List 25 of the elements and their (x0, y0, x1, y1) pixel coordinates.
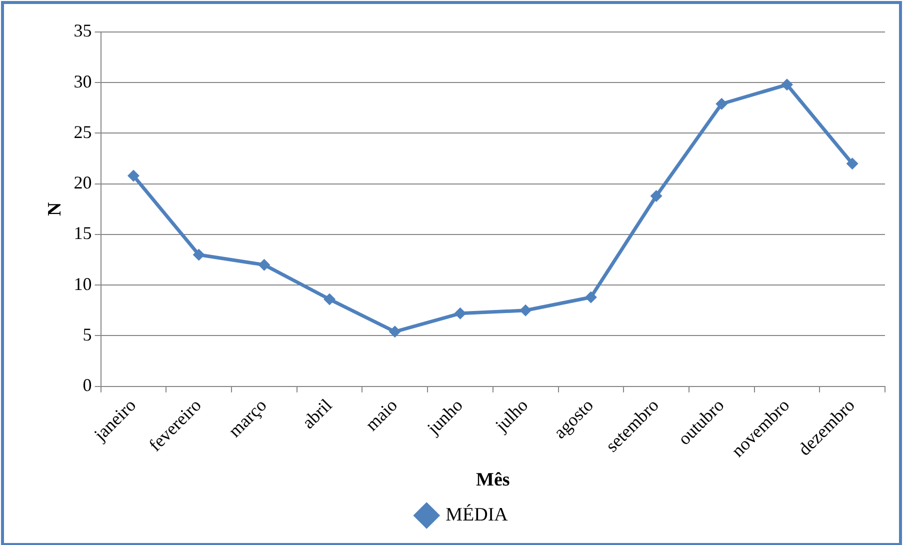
y-tick-label: 30 (74, 71, 92, 92)
point (127, 170, 140, 182)
point (780, 78, 793, 91)
y-axis-title: N (44, 202, 66, 216)
point (716, 98, 728, 110)
y-tick-label: 35 (74, 20, 92, 41)
y-tick-label: 15 (74, 223, 92, 244)
point (584, 291, 597, 304)
x-axis-title: Mês (476, 470, 510, 491)
point (324, 293, 336, 306)
point (650, 190, 662, 202)
y-tick-label: 25 (74, 122, 92, 142)
x-tick-label: maio (361, 394, 402, 435)
point (520, 304, 532, 316)
point (454, 307, 466, 320)
y-tick-label: 10 (74, 274, 92, 294)
point (192, 248, 205, 261)
y-tick-label: 20 (74, 172, 92, 193)
point (388, 326, 401, 338)
point (258, 258, 270, 271)
point (846, 158, 858, 170)
y-tick-label: 5 (82, 324, 92, 344)
y-tick-label: 0 (82, 375, 92, 396)
x-tick-label: abril (298, 394, 336, 432)
legend-label: MÉDIA (446, 503, 508, 526)
